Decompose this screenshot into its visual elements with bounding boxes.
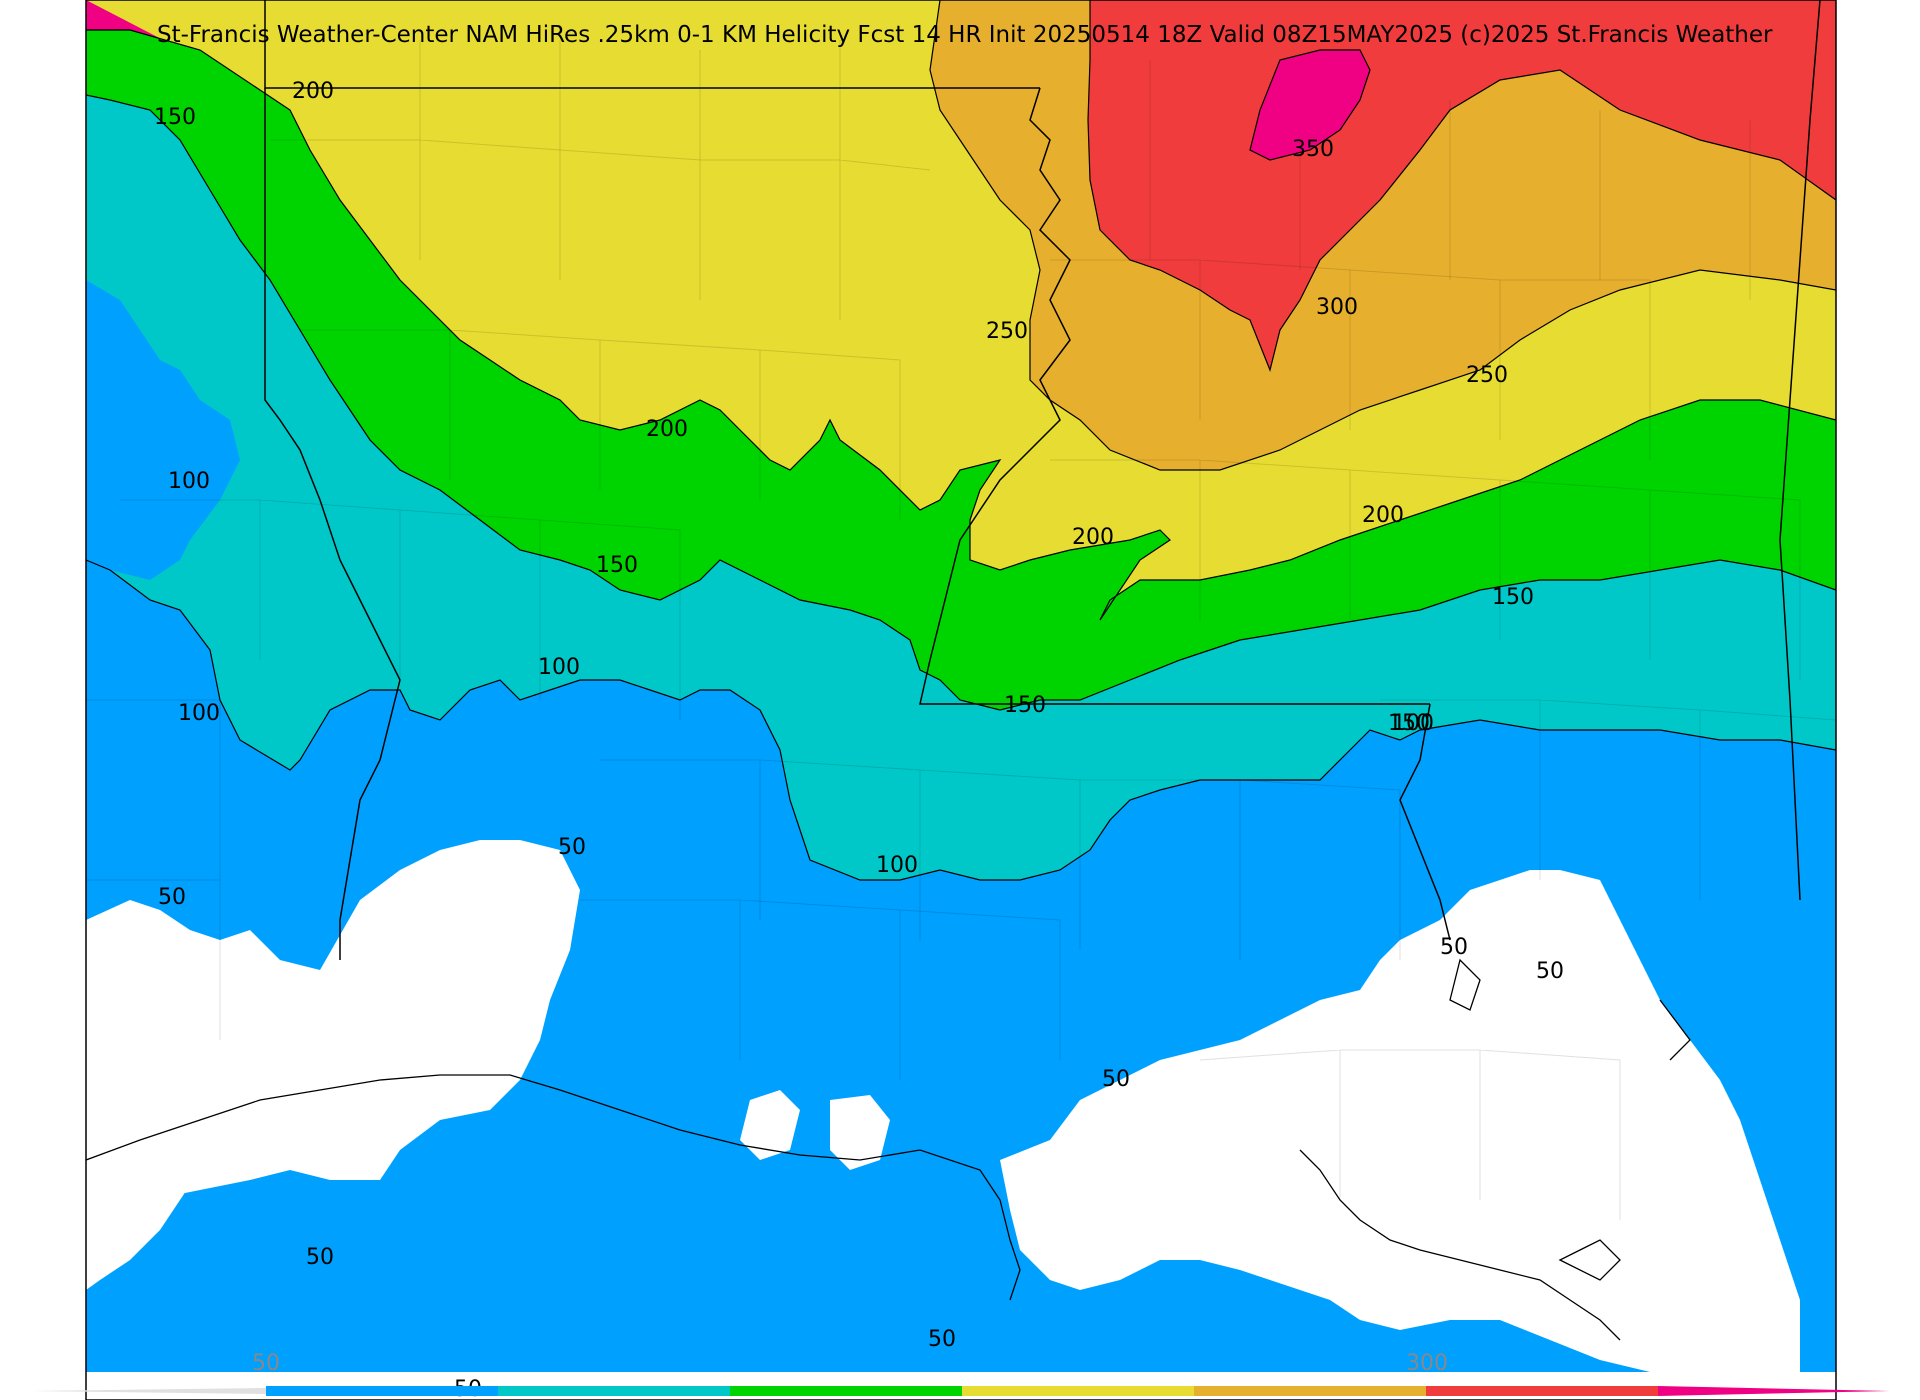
colorbar: 50 300 xyxy=(30,1351,1890,1396)
contour-label: 200 xyxy=(646,417,688,442)
contour-label: 100 xyxy=(876,853,918,878)
fill-level-250 xyxy=(930,0,1836,470)
contour-label: 50 xyxy=(1536,959,1564,984)
contour-label: 300 xyxy=(1316,295,1358,320)
map-area xyxy=(86,0,1836,1372)
colorbar-low-triangle xyxy=(30,1388,266,1394)
fill-level-350-core xyxy=(1249,49,1371,161)
colorbar-segment-300 xyxy=(1426,1386,1658,1396)
fill-below-50 xyxy=(1000,870,1800,1372)
colorbar-segment-50 xyxy=(266,1386,498,1396)
contour-label: 100 xyxy=(538,655,580,680)
contour-label: 150 xyxy=(1492,585,1534,610)
colorbar-tick-label: 50 xyxy=(252,1351,280,1376)
map-title: St-Francis Weather-Center NAM HiRes .25k… xyxy=(157,22,1773,48)
colorbar-segment-100 xyxy=(498,1386,730,1396)
contour-label: 50 xyxy=(558,835,586,860)
contour-label: 150 xyxy=(154,105,196,130)
contour-label: 150 xyxy=(596,553,638,578)
contour-label: 200 xyxy=(1362,503,1404,528)
contour-label: 100 xyxy=(1392,711,1434,736)
contour-label: 150 xyxy=(1004,693,1046,718)
fill-below-50 xyxy=(740,1090,800,1160)
colorbar-high-triangle xyxy=(1658,1386,1890,1396)
contour-label: 150 xyxy=(1388,711,1430,736)
contour-label: 200 xyxy=(1072,525,1114,550)
contour-label: 250 xyxy=(986,319,1028,344)
fill-level-100 xyxy=(86,95,1836,880)
colorbar-segment-200 xyxy=(962,1386,1194,1396)
contour-label: 250 xyxy=(1466,363,1508,388)
contour-label: 350 xyxy=(1292,137,1334,162)
fill-below-50 xyxy=(830,1095,890,1170)
colorbar-segment-150 xyxy=(730,1386,962,1396)
colorbar-tick-label: 300 xyxy=(1406,1351,1448,1376)
contour-label: 50 xyxy=(928,1327,956,1352)
contour-label: 50 xyxy=(158,885,186,910)
contour-label: 200 xyxy=(292,79,334,104)
map-frame xyxy=(85,0,1837,1400)
fill-level-200 xyxy=(86,0,1836,620)
contour-label: 50 xyxy=(306,1245,334,1270)
coastline xyxy=(86,958,1691,1341)
colorbar-segment-250 xyxy=(1194,1386,1426,1396)
helicity-contours xyxy=(86,0,1836,881)
contour-label: 50 xyxy=(1102,1067,1130,1092)
contour-label: 50 xyxy=(1440,935,1468,960)
contour-label: 100 xyxy=(168,469,210,494)
fill-level-150 xyxy=(86,30,1836,710)
contour-label: 100 xyxy=(178,701,220,726)
fill-below-50 xyxy=(86,1030,250,1290)
